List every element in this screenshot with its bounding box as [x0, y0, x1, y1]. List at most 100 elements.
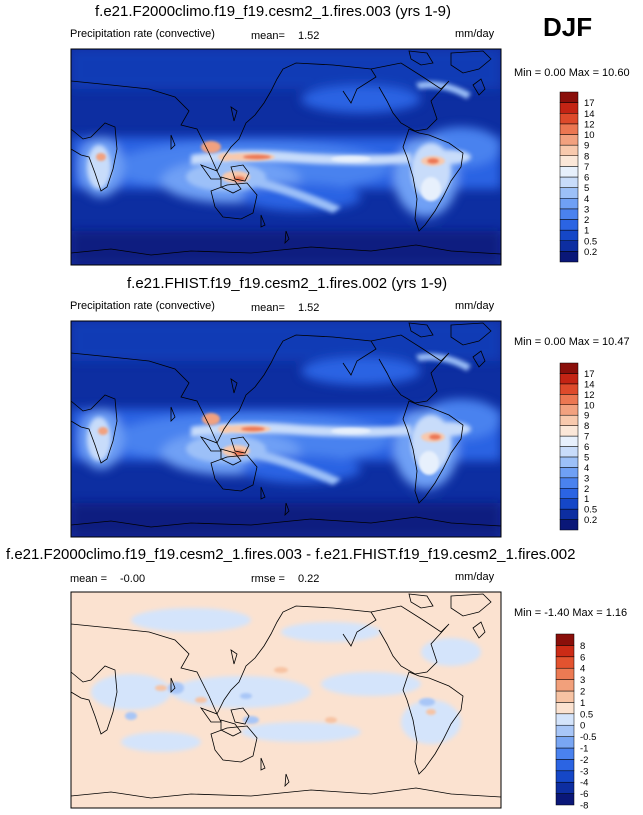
- colorbar3-box: [555, 633, 575, 646]
- colorbar2-box: [559, 456, 579, 468]
- colorbar3-label: 6: [580, 652, 585, 663]
- colorbar2-label: 12: [584, 390, 595, 401]
- colorbar3-box: [555, 736, 575, 749]
- colorbar2-box: [559, 404, 579, 416]
- panel1-units: mm/day: [455, 28, 495, 40]
- colorbar2-label: 5: [584, 452, 589, 463]
- colorbar2-label: 9: [584, 411, 589, 422]
- colorbar2-label: 0.5: [584, 505, 597, 516]
- colorbar3-label: 0.5: [580, 709, 593, 720]
- colorbar2-label: 0.2: [584, 515, 597, 526]
- colorbar1-box: [559, 113, 579, 125]
- colorbar3-label: 4: [580, 664, 585, 675]
- panel1-minmax: Min = 0.00 Max = 10.60: [514, 67, 630, 79]
- colorbar2-label: 7: [584, 432, 589, 443]
- colorbar1-label: 8: [584, 151, 589, 162]
- colorbar3-label: -6: [580, 789, 588, 800]
- colorbar1-box: [559, 134, 579, 146]
- colorbar2-label: 17: [584, 369, 595, 380]
- panel2-minmax: Min = 0.00 Max = 10.47: [514, 336, 630, 348]
- colorbar3-box: [555, 645, 575, 658]
- colorbar1-box: [559, 229, 579, 241]
- panel3-title: f.e21.F2000climo.f19_f19.cesm2_1.fires.0…: [6, 546, 576, 563]
- colorbar1-box: [559, 155, 579, 167]
- map3-field: [71, 592, 501, 808]
- colorbar1-label: 1: [584, 226, 589, 237]
- colorbar3-label: -0.5: [580, 732, 596, 743]
- colorbar3-box: [555, 667, 575, 680]
- colorbar1-label: 4: [584, 194, 589, 205]
- colorbar1-box: [559, 176, 579, 188]
- panel1-mean-value: 1.52: [298, 30, 320, 42]
- panel1-title: f.e21.F2000climo.f19_f19.cesm2_1.fires.0…: [95, 3, 452, 20]
- colorbar3-label: 1: [580, 698, 585, 709]
- colorbar3-box: [555, 713, 575, 726]
- colorbar1-box: [559, 187, 579, 199]
- colorbar3-label: -8: [580, 801, 588, 812]
- colorbar1-box: [559, 240, 579, 252]
- colorbar1-label: 6: [584, 173, 589, 184]
- map1-field: [71, 49, 501, 265]
- colorbar1-box: [559, 102, 579, 114]
- colorbar1-box: [559, 219, 579, 231]
- colorbar3-box: [555, 724, 575, 737]
- colorbar2-box: [559, 446, 579, 458]
- colorbar1-box: [559, 251, 579, 263]
- colorbar3-label: -2: [580, 755, 588, 766]
- colorbar2-label: 4: [584, 463, 589, 474]
- colorbar2-label: 3: [584, 473, 589, 484]
- colorbar2-box: [559, 362, 579, 374]
- colorbar2-box: [559, 414, 579, 426]
- panel2-units: mm/day: [455, 300, 495, 312]
- season-label: DJF: [543, 12, 593, 42]
- colorbar1-label: 12: [584, 119, 595, 130]
- colorbar2-box: [559, 508, 579, 520]
- colorbar1-label: 0.2: [584, 247, 597, 258]
- colorbar2-label: 2: [584, 484, 589, 495]
- panel2-title: f.e21.FHIST.f19_f19.cesm2_1.fires.002 (y…: [127, 275, 448, 292]
- colorbar2-label: 8: [584, 421, 589, 432]
- colorbar2-box: [559, 394, 579, 405]
- colorbar1-box: [559, 208, 579, 220]
- colorbar1-label: 9: [584, 141, 589, 152]
- colorbar2-box: [559, 467, 579, 479]
- colorbar3-box: [555, 747, 575, 760]
- colorbar1-label: 14: [584, 109, 595, 120]
- colorbar1-label: 3: [584, 204, 589, 215]
- panel2-mean-value: 1.52: [298, 302, 320, 314]
- panel3-rmse-label: rmse =: [251, 573, 285, 585]
- panel1-mean-label: mean=: [251, 30, 285, 42]
- map3-frame: [70, 591, 502, 809]
- colorbar1-label: 10: [584, 130, 595, 141]
- colorbar3-label: 8: [580, 641, 585, 652]
- colorbar3-box: [555, 679, 575, 692]
- colorbar2-label: 6: [584, 442, 589, 453]
- colorbar2-label: 1: [584, 494, 589, 505]
- colorbar3-box: [555, 793, 575, 806]
- colorbar2-box: [559, 477, 579, 489]
- colorbar1-label: 2: [584, 215, 589, 226]
- colorbar2-box: [559, 519, 579, 531]
- colorbar2-box: [559, 383, 579, 395]
- map1-frame: [70, 48, 502, 266]
- map2-field: [71, 321, 501, 537]
- colorbar2-box: [559, 373, 579, 385]
- colorbar1-label: 5: [584, 183, 589, 194]
- colorbars: 171412109876543210.50.217141210987654321…: [555, 91, 597, 812]
- colorbar3-label: 2: [580, 687, 585, 698]
- colorbar3-box: [555, 770, 575, 783]
- panel3-minmax: Min = -1.40 Max = 1.16: [514, 607, 628, 619]
- colorbar3-label: 3: [580, 675, 585, 686]
- colorbar3-box: [555, 759, 575, 772]
- panel3-mean-label: mean =: [70, 573, 107, 585]
- colorbar1-label: 7: [584, 162, 589, 173]
- colorbar3-label: -3: [580, 766, 588, 777]
- colorbar1-box: [559, 91, 579, 103]
- colorbar1-box: [559, 123, 579, 135]
- colorbar2-label: 10: [584, 400, 595, 411]
- colorbar2-box: [559, 498, 579, 510]
- panel3-mean-value: -0.00: [120, 573, 146, 585]
- colorbar1-box: [559, 166, 579, 178]
- colorbar2-box: [559, 435, 579, 447]
